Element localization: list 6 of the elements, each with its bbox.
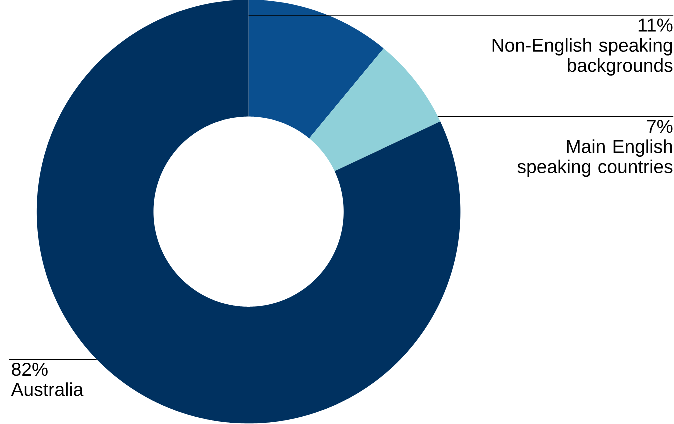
slice-label: Non-English speaking backgrounds xyxy=(492,38,673,76)
slice-label: Australia xyxy=(11,382,84,396)
data-label: 7% xyxy=(647,120,673,134)
slice-label: Main English speaking countries xyxy=(518,140,673,178)
data-label: 11% xyxy=(638,18,673,32)
data-label: 82% xyxy=(12,363,48,376)
